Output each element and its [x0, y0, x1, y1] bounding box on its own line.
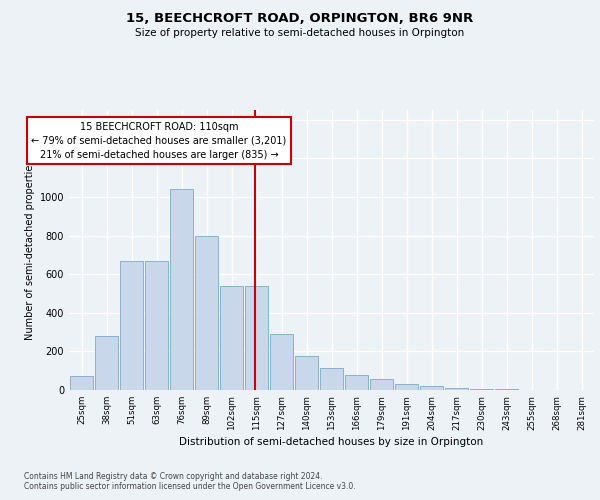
Bar	[220, 286, 243, 390]
Bar	[445, 388, 468, 390]
Bar	[170, 189, 193, 390]
Bar	[145, 260, 168, 390]
Bar	[370, 380, 393, 390]
Bar	[120, 260, 143, 390]
Bar	[70, 376, 93, 390]
Text: Size of property relative to semi-detached houses in Orpington: Size of property relative to semi-detach…	[136, 28, 464, 38]
Bar	[295, 356, 318, 390]
Text: 15 BEECHCROFT ROAD: 110sqm
← 79% of semi-detached houses are smaller (3,201)
21%: 15 BEECHCROFT ROAD: 110sqm ← 79% of semi…	[31, 122, 287, 160]
Y-axis label: Number of semi-detached properties: Number of semi-detached properties	[25, 160, 35, 340]
X-axis label: Distribution of semi-detached houses by size in Orpington: Distribution of semi-detached houses by …	[179, 436, 484, 446]
Bar	[320, 368, 343, 390]
Text: Contains public sector information licensed under the Open Government Licence v3: Contains public sector information licen…	[24, 482, 356, 491]
Bar	[420, 386, 443, 390]
Text: 15, BEECHCROFT ROAD, ORPINGTON, BR6 9NR: 15, BEECHCROFT ROAD, ORPINGTON, BR6 9NR	[127, 12, 473, 26]
Bar	[95, 336, 118, 390]
Bar	[270, 334, 293, 390]
Bar	[495, 389, 518, 390]
Bar	[245, 286, 268, 390]
Bar	[345, 374, 368, 390]
Bar	[470, 389, 493, 390]
Bar	[195, 236, 218, 390]
Bar	[395, 384, 418, 390]
Text: Contains HM Land Registry data © Crown copyright and database right 2024.: Contains HM Land Registry data © Crown c…	[24, 472, 323, 481]
